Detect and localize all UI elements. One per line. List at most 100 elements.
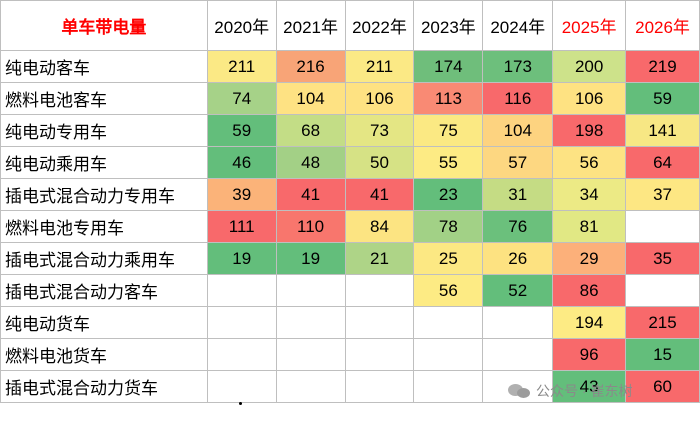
- value-cell: [275, 370, 346, 403]
- table-row: 插电式混合动力专用车 39 41 41 23 31 34 37: [0, 178, 700, 211]
- value-cell: [413, 370, 484, 403]
- value-cell: 56: [552, 146, 627, 179]
- row-label: 燃料电池客车: [0, 82, 208, 115]
- value-cell: 19: [275, 242, 346, 275]
- wechat-icon: [508, 382, 532, 400]
- table-row: 燃料电池专用车 111 110 84 78 76 81: [0, 210, 700, 243]
- value-cell: 39: [206, 178, 277, 211]
- value-cell: 19: [206, 242, 277, 275]
- value-cell: 35: [625, 242, 700, 275]
- value-cell: 104: [482, 114, 554, 147]
- value-cell: [344, 338, 415, 371]
- year-header-forecast: 2026年: [625, 0, 700, 51]
- value-cell: 106: [552, 82, 627, 115]
- value-cell: 141: [625, 114, 700, 147]
- value-cell: [625, 210, 700, 243]
- value-cell: 68: [275, 114, 346, 147]
- value-cell: 29: [552, 242, 627, 275]
- row-label: 燃料电池专用车: [0, 210, 208, 243]
- table-row: 纯电动货车 194 215: [0, 306, 700, 339]
- header-label: 单车带电量: [0, 0, 208, 51]
- value-cell: 25: [413, 242, 484, 275]
- row-label: 插电式混合动力客车: [0, 274, 208, 307]
- value-cell: 55: [413, 146, 484, 179]
- value-cell: 200: [552, 50, 627, 83]
- value-cell: 219: [625, 50, 700, 83]
- value-cell: [482, 338, 554, 371]
- value-cell: 46: [206, 146, 277, 179]
- value-cell: 23: [413, 178, 484, 211]
- watermark: 公众号 · 崔东树: [508, 381, 632, 401]
- value-cell: 48: [275, 146, 346, 179]
- row-label: 插电式混合动力货车: [0, 370, 208, 403]
- value-cell: 64: [625, 146, 700, 179]
- value-cell: 174: [413, 50, 484, 83]
- year-header: 2022年: [344, 0, 415, 51]
- value-cell: 113: [413, 82, 484, 115]
- value-cell: 216: [275, 50, 346, 83]
- value-cell: 211: [206, 50, 277, 83]
- year-header: 2021年: [275, 0, 346, 51]
- value-cell: [413, 306, 484, 339]
- value-cell: 74: [206, 82, 277, 115]
- value-cell: 215: [625, 306, 700, 339]
- value-cell: 60: [625, 370, 700, 403]
- table-row: 插电式混合动力客车 56 52 86: [0, 274, 700, 307]
- value-cell: 211: [344, 50, 415, 83]
- value-cell: [206, 370, 277, 403]
- value-cell: 43: [552, 370, 627, 403]
- year-header: 2023年: [413, 0, 484, 51]
- year-header-forecast: 2025年: [552, 0, 627, 51]
- row-label: 纯电动货车: [0, 306, 208, 339]
- value-cell: [482, 306, 554, 339]
- battery-capacity-table: 单车带电量 2020年 2021年 2022年 2023年 2024年 2025…: [0, 0, 700, 403]
- value-cell: [275, 274, 346, 307]
- value-cell: [344, 370, 415, 403]
- value-cell: 41: [275, 178, 346, 211]
- table-row: 燃料电池货车 96 15: [0, 338, 700, 371]
- value-cell: 59: [206, 114, 277, 147]
- value-cell: 96: [552, 338, 627, 371]
- value-cell: 104: [275, 82, 346, 115]
- value-cell: 78: [413, 210, 484, 243]
- value-cell: 56: [413, 274, 484, 307]
- value-cell: [275, 306, 346, 339]
- table-row: 纯电动专用车 59 68 73 75 104 198 141: [0, 114, 700, 147]
- value-cell: 41: [344, 178, 415, 211]
- year-header: 2024年: [482, 0, 554, 51]
- value-cell: 111: [206, 210, 277, 243]
- value-cell: 110: [275, 210, 346, 243]
- table-row: 插电式混合动力货车 43 60: [0, 370, 700, 403]
- value-cell: 34: [552, 178, 627, 211]
- header-row: 单车带电量 2020年 2021年 2022年 2023年 2024年 2025…: [0, 0, 700, 51]
- value-cell: [344, 306, 415, 339]
- row-label: 插电式混合动力专用车: [0, 178, 208, 211]
- value-cell: 76: [482, 210, 554, 243]
- year-header: 2020年: [206, 0, 277, 51]
- watermark-text: 公众号 · 崔东树: [536, 383, 633, 399]
- value-cell: 52: [482, 274, 554, 307]
- value-cell: 15: [625, 338, 700, 371]
- value-cell: 75: [413, 114, 484, 147]
- value-cell: 173: [482, 50, 554, 83]
- value-cell: 198: [552, 114, 627, 147]
- table-row: 纯电动客车 211 216 211 174 173 200 219: [0, 50, 700, 83]
- value-cell: 73: [344, 114, 415, 147]
- row-label: 纯电动专用车: [0, 114, 208, 147]
- value-cell: 194: [552, 306, 627, 339]
- value-cell: 50: [344, 146, 415, 179]
- value-cell: [275, 338, 346, 371]
- stray-dot-mark: [239, 402, 242, 405]
- value-cell: [625, 274, 700, 307]
- value-cell: 106: [344, 82, 415, 115]
- table-row: 插电式混合动力乘用车 19 19 21 25 26 29 35: [0, 242, 700, 275]
- value-cell: [206, 338, 277, 371]
- value-cell: [206, 274, 277, 307]
- value-cell: 84: [344, 210, 415, 243]
- value-cell: 26: [482, 242, 554, 275]
- table-row: 燃料电池客车 74 104 106 113 116 106 59: [0, 82, 700, 115]
- row-label: 插电式混合动力乘用车: [0, 242, 208, 275]
- value-cell: 31: [482, 178, 554, 211]
- value-cell: [344, 274, 415, 307]
- value-cell: 59: [625, 82, 700, 115]
